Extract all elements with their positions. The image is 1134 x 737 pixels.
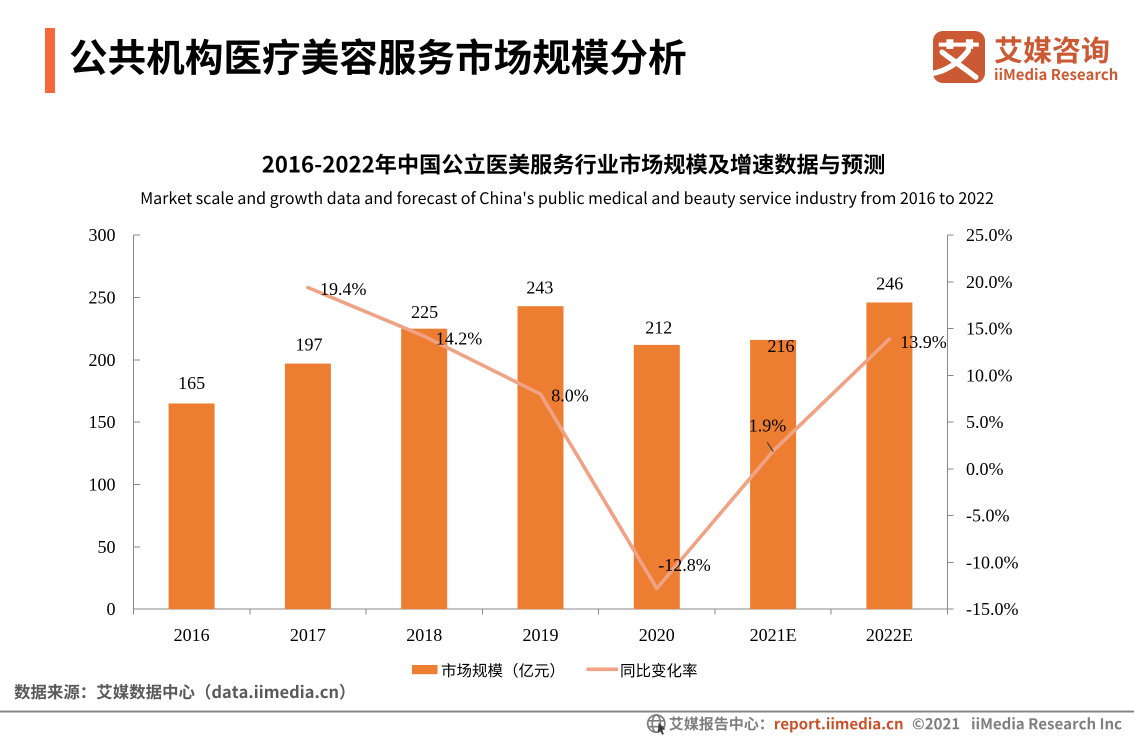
svg-text:0.0%: 0.0% (966, 459, 1004, 479)
svg-text:50: 50 (98, 537, 116, 557)
svg-text:5.0%: 5.0% (966, 412, 1004, 432)
svg-text:150: 150 (89, 412, 116, 432)
svg-text:-10.0%: -10.0% (966, 552, 1019, 572)
svg-text:8.0%: 8.0% (551, 386, 589, 406)
svg-text:20.0%: 20.0% (966, 272, 1013, 292)
svg-text:165: 165 (178, 373, 205, 393)
svg-text:2017: 2017 (290, 625, 326, 645)
svg-text:2016: 2016 (174, 625, 210, 645)
svg-text:15.0%: 15.0% (966, 319, 1013, 339)
svg-text:212: 212 (645, 317, 672, 337)
svg-text:13.9%: 13.9% (900, 332, 947, 352)
svg-text:2019: 2019 (523, 625, 559, 645)
svg-text:-15.0%: -15.0% (966, 599, 1019, 619)
svg-text:2022E: 2022E (866, 625, 913, 645)
svg-text:300: 300 (89, 225, 116, 245)
svg-text:225: 225 (411, 302, 438, 322)
svg-text:-12.8%: -12.8% (658, 555, 711, 575)
svg-text:0: 0 (107, 599, 116, 619)
svg-text:2021E: 2021E (750, 625, 797, 645)
svg-text:216: 216 (768, 336, 795, 356)
svg-text:200: 200 (89, 350, 116, 370)
svg-text:250: 250 (89, 288, 116, 308)
svg-text:246: 246 (876, 274, 903, 294)
svg-text:10.0%: 10.0% (966, 365, 1013, 385)
svg-text:100: 100 (89, 475, 116, 495)
svg-text:14.2%: 14.2% (436, 329, 483, 349)
svg-text:1.9%: 1.9% (749, 416, 787, 436)
svg-text:-5.0%: -5.0% (966, 506, 1010, 526)
svg-text:2020: 2020 (639, 625, 675, 645)
svg-text:19.4%: 19.4% (320, 279, 367, 299)
svg-text:25.0%: 25.0% (966, 225, 1013, 245)
svg-text:197: 197 (296, 335, 323, 355)
svg-text:2018: 2018 (406, 625, 442, 645)
svg-text:243: 243 (526, 278, 553, 298)
